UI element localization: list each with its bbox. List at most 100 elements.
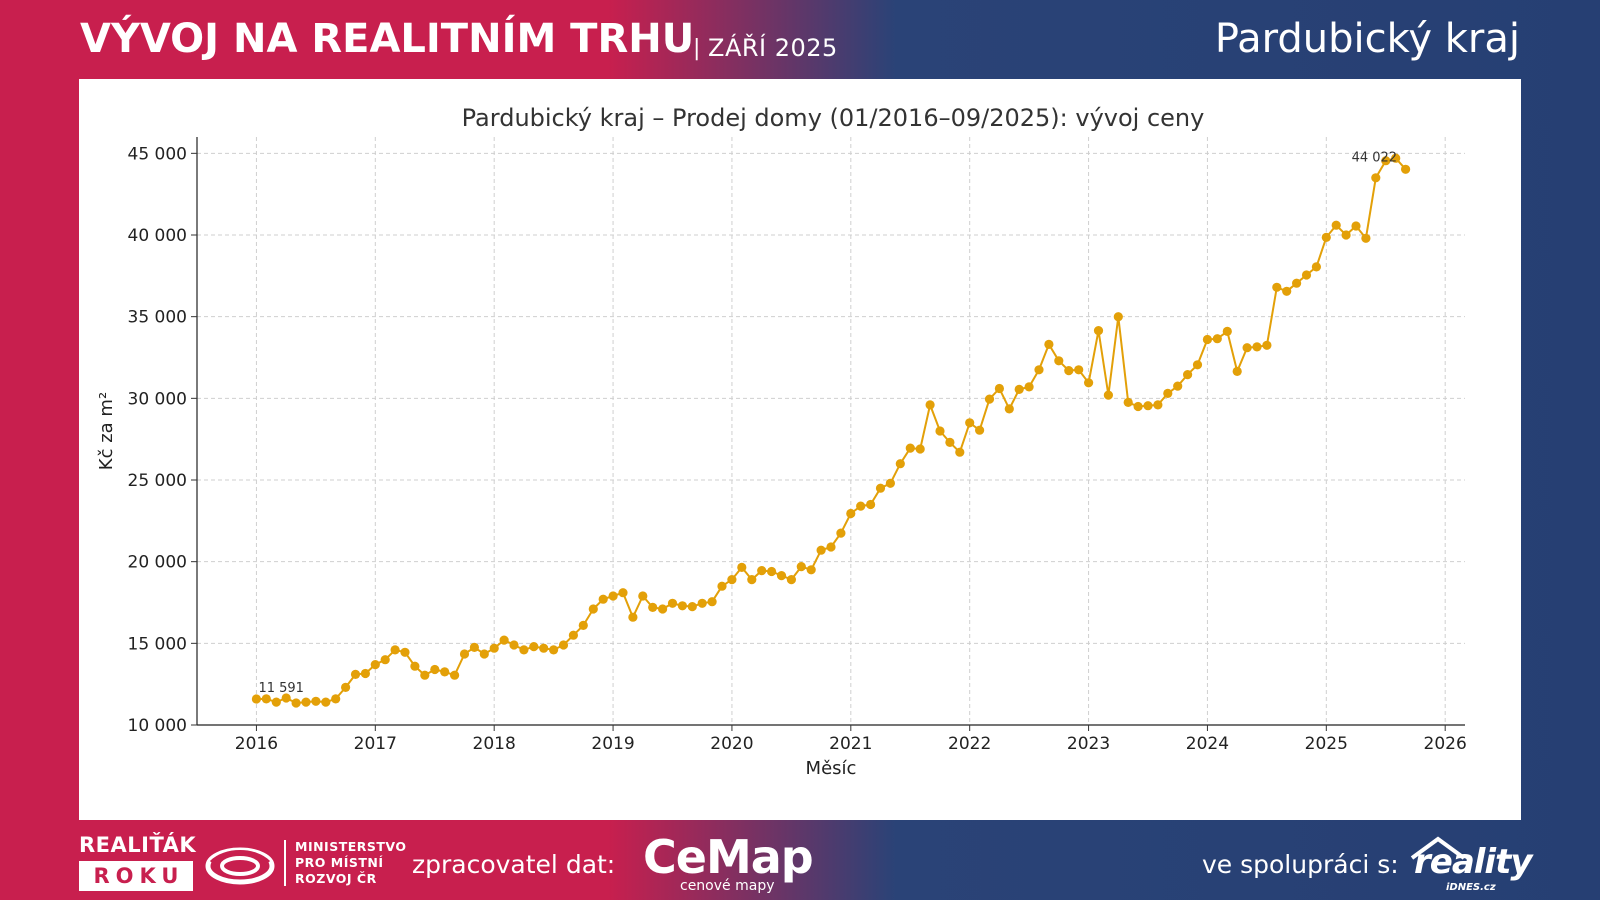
cooperation-label: ve spolupráci s:	[1202, 850, 1399, 879]
chart-axes	[196, 137, 1465, 726]
data-point	[994, 383, 1005, 394]
data-point	[1282, 286, 1292, 296]
data-point	[331, 694, 341, 704]
x-axis-label: Měsíc	[806, 758, 857, 779]
data-point	[1014, 384, 1024, 394]
data-point	[549, 645, 559, 655]
header: VÝVOJ NA REALITNÍM TRHU | ZÁŘÍ 2025 Pard…	[0, 0, 1600, 80]
x-tick-label: 2021	[829, 734, 872, 754]
data-point	[836, 528, 846, 538]
y-tick-label: 20 000	[128, 553, 187, 573]
y-tick-label: 40 000	[128, 226, 187, 246]
data-point	[420, 670, 430, 680]
y-tick-label: 25 000	[128, 471, 187, 491]
data-point	[1341, 230, 1351, 240]
data-point	[1222, 326, 1232, 336]
ministry-name: MINISTERSTVO PRO MÍSTNÍ ROZVOJ ČR	[295, 839, 407, 887]
chart-series	[251, 153, 1411, 708]
x-tick-label: 2026	[1424, 734, 1467, 754]
data-point	[955, 447, 965, 457]
x-tick-label: 2022	[948, 734, 991, 754]
data-point	[1183, 370, 1193, 380]
data-point	[935, 426, 945, 436]
reality-idnes-sub: iDNES.cz	[1446, 882, 1496, 893]
data-point	[1192, 360, 1203, 370]
ministry-line-1: MINISTERSTVO	[295, 839, 407, 854]
x-tick-label: 2024	[1186, 734, 1229, 754]
data-point	[301, 697, 311, 707]
data-point	[499, 635, 509, 645]
page-title: VÝVOJ NA REALITNÍM TRHU	[80, 16, 695, 62]
data-point	[1004, 404, 1014, 414]
data-point	[1242, 343, 1252, 353]
data-point	[667, 598, 678, 608]
data-point	[727, 575, 737, 585]
data-point	[558, 640, 569, 650]
data-point	[251, 694, 261, 704]
data-point	[885, 478, 896, 488]
data-point	[1272, 282, 1282, 292]
chart-grid	[197, 137, 1465, 726]
data-point	[816, 545, 826, 555]
data-point	[945, 437, 955, 447]
data-point	[856, 501, 866, 511]
data-point	[410, 661, 420, 671]
data-point	[1361, 233, 1371, 243]
data-point	[608, 591, 618, 601]
data-point	[1153, 400, 1163, 410]
chart-panel: 10 000 15 000 20 000 25 000 30 000 35 000 40 0…	[79, 79, 1521, 820]
data-point	[1371, 173, 1381, 183]
data-point	[796, 562, 806, 572]
data-point	[370, 660, 380, 670]
data-point	[1401, 164, 1411, 174]
ministry-line-2: PRO MÍSTNÍ	[295, 855, 384, 870]
data-point	[1103, 390, 1113, 400]
x-tick-label: 2023	[1067, 734, 1110, 754]
data-processor-label: zpracovatel dat:	[412, 850, 616, 879]
y-tick-label: 15 000	[128, 634, 187, 654]
data-point	[479, 649, 489, 659]
data-point	[1252, 342, 1262, 352]
data-point	[757, 566, 767, 576]
y-tick-label: 35 000	[128, 308, 187, 328]
data-point	[1064, 366, 1074, 376]
data-point	[1074, 365, 1084, 375]
x-tick-label: 2020	[710, 734, 753, 754]
data-point	[1123, 397, 1133, 407]
data-point	[380, 655, 390, 665]
data-point	[341, 682, 351, 693]
report-date: ZÁŘÍ 2025	[708, 34, 838, 62]
data-point	[469, 642, 479, 653]
data-point	[1321, 232, 1331, 242]
data-point	[747, 575, 757, 585]
data-point	[1331, 220, 1341, 230]
award-logo-top: REALIŤÁK	[79, 833, 197, 857]
data-point	[1163, 388, 1173, 398]
cemap-logo: CeMap	[643, 830, 814, 884]
y-tick-label: 10 000	[128, 716, 187, 736]
chart-title: Pardubický kraj – Prodej domy (01/2016–0…	[462, 104, 1205, 132]
data-point	[539, 643, 549, 653]
data-point	[281, 693, 291, 703]
data-point	[598, 594, 608, 604]
data-point	[1381, 156, 1391, 166]
data-point	[717, 581, 727, 591]
data-point	[925, 400, 935, 410]
data-point	[1034, 365, 1044, 375]
data-point	[509, 640, 519, 650]
data-point	[1351, 221, 1361, 231]
data-point	[1292, 278, 1302, 288]
data-point	[826, 542, 836, 552]
data-point	[1093, 326, 1104, 336]
cemap-tagline: cenové mapy	[680, 878, 775, 894]
data-point	[1113, 312, 1123, 322]
data-point	[638, 591, 648, 601]
data-point	[1391, 153, 1401, 163]
data-point	[350, 669, 361, 680]
ministry-divider	[284, 840, 286, 886]
data-point	[1084, 378, 1094, 388]
data-point	[737, 562, 747, 572]
data-point	[459, 649, 470, 659]
data-point	[1054, 356, 1064, 366]
x-tick-label: 2018	[473, 734, 516, 754]
